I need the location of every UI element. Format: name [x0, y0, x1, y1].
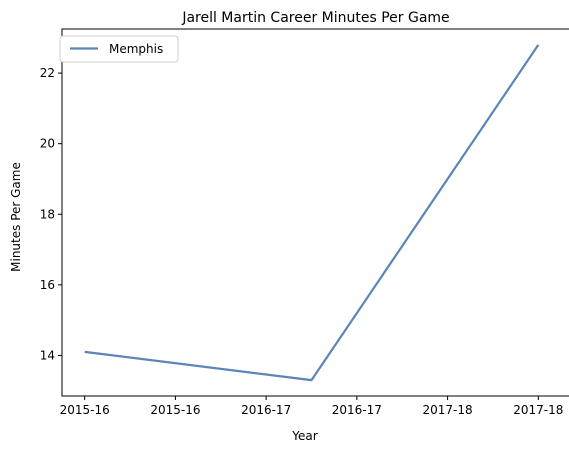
legend-label: Memphis — [109, 42, 163, 56]
y-tick-label: 18 — [40, 207, 55, 221]
x-axis: 2015-16 2015-16 2016-17 2016-17 2017-18 2017-… — [60, 396, 563, 417]
x-axis-label: Year — [291, 429, 317, 443]
chart-title: Jarell Martin Career Minutes Per Game — [181, 10, 449, 26]
x-tick-label: 2017-18 — [513, 403, 563, 417]
y-tick-label: 16 — [40, 278, 55, 292]
x-tick-label: 2015-16 — [150, 403, 200, 417]
x-tick-label: 2016-17 — [332, 403, 382, 417]
x-tick-label: 2017-18 — [423, 403, 473, 417]
x-tick-label: 2016-17 — [241, 403, 291, 417]
series-line-memphis — [84, 44, 540, 382]
plot-frame — [61, 28, 569, 397]
legend: Memphis — [59, 35, 179, 63]
y-tick-label: 14 — [40, 348, 55, 362]
y-tick-label: 20 — [40, 137, 55, 151]
legend-box — [59, 35, 179, 63]
x-tick-label: 2015-16 — [60, 403, 110, 417]
series-layer — [84, 44, 540, 382]
y-axis: 14 16 18 20 22 — [40, 66, 62, 362]
y-axis-label: Minutes Per Game — [9, 162, 23, 272]
y-tick-label: 22 — [40, 66, 55, 80]
